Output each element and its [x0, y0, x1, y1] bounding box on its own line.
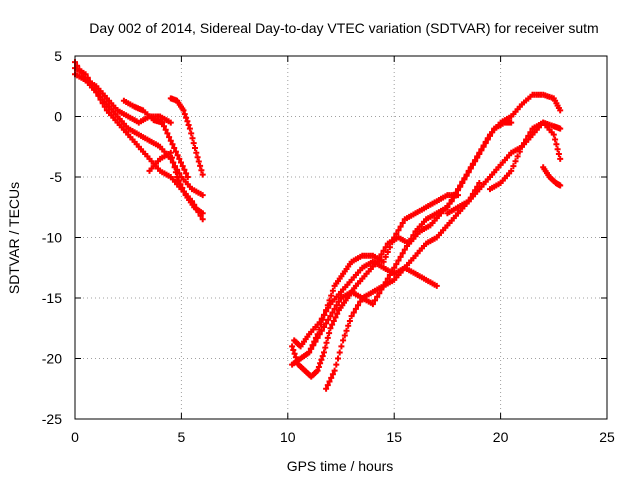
- x-tick-label: 20: [493, 429, 509, 445]
- data-point-markers: [540, 164, 564, 189]
- y-axis-ticks: 5 0 -5 -10 -15 -20 -25: [42, 48, 607, 427]
- y-tick-label: 0: [54, 109, 62, 125]
- series-track-11: [306, 91, 564, 356]
- x-axis-ticks: 0 5 10 15 20 25: [71, 56, 615, 445]
- series-track-5: [167, 95, 206, 178]
- data-point-markers: [120, 97, 191, 180]
- x-tick-label: 15: [386, 429, 402, 445]
- x-tick-label: 10: [280, 429, 296, 445]
- x-axis-label: GPS time / hours: [287, 458, 394, 474]
- y-tick-label: -25: [42, 411, 62, 427]
- y-axis-label: SDTVAR / TECUs: [6, 182, 22, 294]
- series-track-4: [120, 97, 191, 180]
- chart-title: Day 002 of 2014, Sidereal Day-to-day VTE…: [89, 20, 598, 36]
- grid-lines: [75, 56, 607, 419]
- data-point-markers: [146, 149, 206, 217]
- x-tick-label: 5: [178, 429, 186, 445]
- data-point-markers: [306, 91, 564, 356]
- series-track-8: [289, 119, 515, 380]
- y-tick-label: -20: [42, 351, 62, 367]
- series-track-10: [323, 180, 483, 392]
- data-points: [72, 59, 564, 392]
- y-tick-label: -10: [42, 230, 62, 246]
- x-tick-label: 0: [71, 429, 79, 445]
- data-point-markers: [323, 180, 483, 392]
- data-point-markers: [289, 119, 515, 380]
- y-tick-label: -15: [42, 290, 62, 306]
- data-point-markers: [487, 119, 564, 193]
- series-track-13: [487, 119, 564, 193]
- series-track-14: [540, 164, 564, 189]
- y-tick-label: 5: [54, 48, 62, 64]
- x-tick-label: 25: [599, 429, 615, 445]
- data-point-markers: [167, 95, 206, 178]
- series-track-6: [146, 149, 206, 217]
- y-tick-label: -5: [50, 169, 63, 185]
